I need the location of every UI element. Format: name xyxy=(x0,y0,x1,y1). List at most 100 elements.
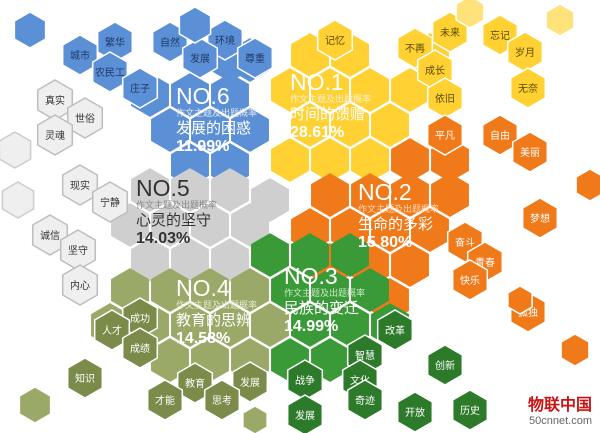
hex-cell xyxy=(61,164,99,206)
category-percent: 14.58% xyxy=(176,330,231,347)
hex-cell xyxy=(481,114,519,156)
category-name: 时间的馈赠 xyxy=(290,105,366,123)
keyword-label: 不再 xyxy=(405,43,425,55)
hex-cell xyxy=(66,97,104,139)
keyword-label: 环境 xyxy=(215,34,235,47)
hex-cell xyxy=(242,405,268,433)
hex-cell xyxy=(391,243,429,287)
keyword-label: 记忆 xyxy=(325,34,345,47)
hex-cell xyxy=(91,181,129,223)
keyword-label: 梦想 xyxy=(530,212,550,225)
keyword-label: 未来 xyxy=(440,27,460,39)
keyword-label: 尊重 xyxy=(245,52,265,65)
category-no3: NO.3 作文主题及出题概率 民族的变迁 14.99% xyxy=(284,264,365,337)
hex-cell xyxy=(171,238,209,282)
category-no5: NO.5 作文主题及出题概率 心灵的坚守 14.03% xyxy=(136,176,217,249)
keyword-label: 奋斗 xyxy=(455,236,475,249)
hex-cell xyxy=(271,68,309,112)
category-number: NO.1 xyxy=(290,69,344,95)
hex-cell xyxy=(93,309,131,351)
category-number: NO.4 xyxy=(176,275,230,301)
hex-cell xyxy=(391,138,429,182)
hex-cell xyxy=(331,233,369,277)
hex-cell xyxy=(371,103,409,147)
hex-cell xyxy=(231,108,269,152)
keyword-label: 宁静 xyxy=(100,196,120,209)
hex-cell xyxy=(66,357,104,399)
hex-cell xyxy=(351,173,389,217)
keyword-label: 世俗 xyxy=(75,113,95,125)
hex-cell xyxy=(291,303,329,347)
category-name: 民族的变迁 xyxy=(284,299,360,317)
keyword-label: 快乐 xyxy=(460,275,480,287)
hex-cell xyxy=(451,389,489,431)
hex-cell xyxy=(371,208,409,252)
hex-cell xyxy=(391,173,429,217)
hex-cell xyxy=(511,131,549,173)
category-no4: NO.4 作文主题及出题概率 教育的思辨 14.58% xyxy=(176,276,257,349)
hex-cell xyxy=(151,268,189,312)
keyword-label: 农民工 xyxy=(95,66,125,79)
category-number: NO.2 xyxy=(358,179,412,205)
hex-cell xyxy=(291,103,329,147)
category-percent: 28.61% xyxy=(290,124,345,141)
keyword-label: 成功 xyxy=(130,313,150,325)
category-no1: NO.1 作文主题及出题概率 时间的馈赠 28.61% xyxy=(290,70,371,143)
hex-cell xyxy=(560,333,590,367)
category-subtitle: 作文主题及出题概率 xyxy=(136,200,218,210)
hex-cell xyxy=(316,19,354,61)
keyword-label: 成绩 xyxy=(130,342,150,355)
logo-url: 50cnnet.com xyxy=(529,415,592,427)
keyword-label: 战争 xyxy=(295,374,315,387)
hex-cell xyxy=(181,37,219,79)
hex-cell xyxy=(331,103,369,147)
hex-cell xyxy=(509,67,547,109)
hex-cell xyxy=(176,362,214,404)
hex-cell xyxy=(151,203,189,247)
keyword-label: 改革 xyxy=(385,324,405,337)
keyword-label: 岁月 xyxy=(515,46,535,59)
keyword-label: 发展 xyxy=(240,376,260,389)
keyword-label: 现实 xyxy=(70,179,90,192)
hex-cell xyxy=(13,11,47,49)
hex-cell xyxy=(251,233,289,277)
hex-cell xyxy=(426,344,464,386)
keyword-label: 城市 xyxy=(70,49,90,62)
category-number: NO.3 xyxy=(284,263,338,289)
hex-cell xyxy=(171,73,209,117)
hex-cell xyxy=(36,114,74,156)
hex-cell xyxy=(396,391,434,433)
hex-cell xyxy=(171,168,209,212)
hex-cell xyxy=(351,268,389,312)
category-percent: 15.80% xyxy=(358,234,413,251)
keyword-label: 成长 xyxy=(425,65,445,77)
hex-cell xyxy=(146,379,184,421)
keyword-label: 才能 xyxy=(155,394,175,407)
hex-cell xyxy=(61,264,99,306)
hex-cell xyxy=(351,68,389,112)
hex-cell xyxy=(426,114,464,156)
hex-cell xyxy=(286,394,324,433)
keyword-label: 内心 xyxy=(70,279,90,292)
hex-cell xyxy=(521,197,559,239)
keyword-label: 繁华 xyxy=(105,36,125,49)
category-number: NO.5 xyxy=(136,175,190,201)
category-name: 生命的多彩 xyxy=(358,215,434,233)
category-name: 心灵的坚守 xyxy=(136,211,212,229)
hex-cell xyxy=(251,303,289,347)
keyword-label: 开放 xyxy=(405,406,425,419)
category-percent: 14.99% xyxy=(284,318,339,335)
hex-cell xyxy=(211,168,249,212)
category-number: NO.6 xyxy=(176,83,230,109)
hex-cell xyxy=(311,268,349,312)
hex-cell xyxy=(211,303,249,347)
keyword-label: 教育 xyxy=(185,377,205,390)
hex-cell xyxy=(291,233,329,277)
hex-cell xyxy=(231,361,269,403)
hex-cell xyxy=(131,168,169,212)
hex-cell xyxy=(251,178,289,222)
hex-cell xyxy=(121,327,159,369)
hex-cell xyxy=(121,67,159,109)
category-name: 教育的思辨 xyxy=(176,311,252,329)
